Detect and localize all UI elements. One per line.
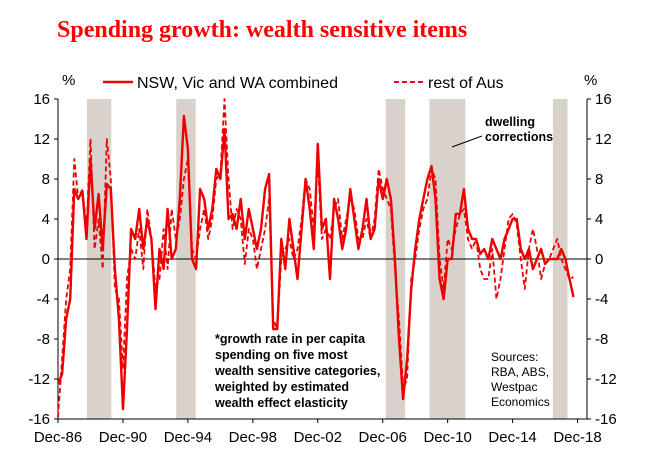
- y-ticks: 16 16 12 12 8 8 4 4 0 0 -4 -4 -8 -8 -12 -12 -16 -16: [28, 91, 616, 428]
- footnote-line2: spending on five most: [215, 348, 348, 362]
- x-tick-label: Dec-02: [294, 429, 342, 446]
- y-tick-label-right: 0: [595, 251, 603, 268]
- dwelling-pointer: [451, 135, 483, 148]
- footnote-line1: *growth rate in per capita: [215, 332, 366, 346]
- footnote-line4: weighted by estimated: [214, 380, 349, 394]
- series-line-rest-of-aus: [57, 98, 574, 418]
- x-tick-label: Dec-14: [488, 429, 536, 446]
- sources: Sources: RBA, ABS, Westpac Economics: [491, 350, 550, 409]
- y-tick-label-left: -8: [37, 331, 50, 348]
- y-unit-right: %: [584, 72, 597, 89]
- y-tick-label-left: 8: [42, 171, 50, 188]
- sources-line3: Westpac: [491, 380, 537, 394]
- y-tick-label-right: 12: [595, 131, 612, 148]
- x-tick-label: Dec-10: [423, 429, 471, 446]
- footnote-line5: wealth effect elasticity: [214, 396, 348, 410]
- x-tick-label: Dec-86: [34, 429, 82, 446]
- legend-label-dashed: rest of Aus: [428, 75, 504, 92]
- y-tick-label-left: 16: [33, 91, 50, 108]
- y-tick-label-left: -12: [28, 371, 50, 388]
- footnote-line3: wealth sensitive categories,: [214, 364, 380, 378]
- y-unit-left: %: [62, 72, 75, 89]
- y-tick-label-left: -4: [37, 291, 50, 308]
- x-tick-label: Dec-18: [553, 429, 601, 446]
- x-ticks: Dec-86 Dec-90 Dec-94 Dec-98 Dec-02 Dec-06 Dec-…: [34, 419, 602, 446]
- x-tick-label: Dec-94: [164, 429, 212, 446]
- y-tick-label-right: -12: [595, 371, 617, 388]
- sources-line4: Economics: [491, 395, 550, 409]
- y-tick-label-right: -16: [595, 411, 617, 428]
- y-tick-label-left: -16: [28, 411, 50, 428]
- y-tick-label-right: 16: [595, 91, 612, 108]
- y-tick-label-right: 4: [595, 211, 603, 228]
- dwelling-label-line1: dwelling: [485, 115, 535, 129]
- sources-line2: RBA, ABS,: [491, 365, 549, 379]
- x-tick-label: Dec-98: [229, 429, 277, 446]
- y-tick-label-right: -4: [595, 291, 608, 308]
- y-tick-label-left: 12: [33, 131, 50, 148]
- x-tick-label: Dec-06: [359, 429, 407, 446]
- series-lines: [56, 98, 575, 418]
- y-tick-label-right: 8: [595, 171, 603, 188]
- legend: NSW, Vic and WA combined rest of Aus: [103, 75, 504, 92]
- legend-label-solid: NSW, Vic and WA combined: [137, 75, 338, 92]
- y-tick-label-right: -8: [595, 331, 608, 348]
- sources-line1: Sources:: [491, 350, 538, 364]
- dwelling-label-line2: corrections: [485, 130, 553, 144]
- x-tick-label: Dec-90: [99, 429, 147, 446]
- chart-title: Spending growth: wealth sensitive items: [57, 17, 467, 43]
- y-tick-label-left: 4: [42, 211, 50, 228]
- dwelling-annotation: dwelling corrections: [451, 115, 553, 148]
- footnote: *growth rate in per capita spending on f…: [214, 332, 380, 410]
- y-tick-label-left: 0: [42, 251, 50, 268]
